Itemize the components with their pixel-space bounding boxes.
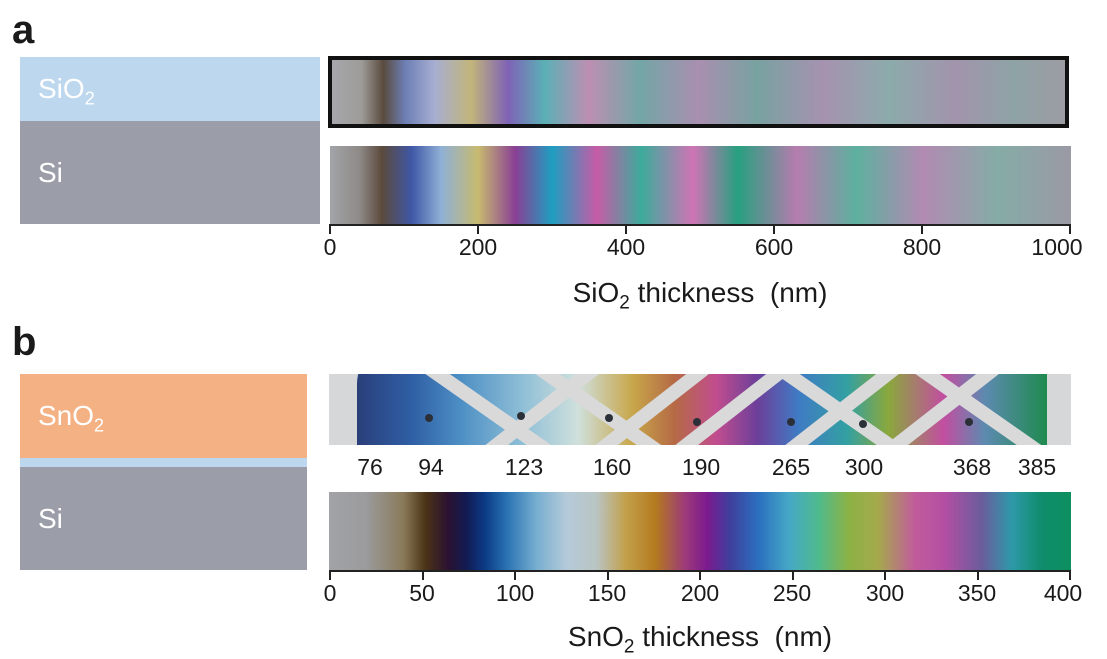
sno2-thickness-axis: 0 50 100 150 200 250 300 350 400 bbox=[324, 570, 1082, 606]
panel-b-label: b bbox=[12, 320, 37, 364]
sio2-tick bbox=[921, 224, 923, 234]
sno2-tick-label: 300 bbox=[865, 580, 905, 606]
sno2-tick-label: 150 bbox=[587, 580, 627, 606]
sio2-layer: SiO2 bbox=[20, 57, 320, 121]
sno2-tick bbox=[514, 570, 516, 580]
thickness-marker-label: 190 bbox=[681, 454, 721, 480]
sio2-tick bbox=[329, 224, 331, 234]
sio2-axis-title: SiO2 thickness (nm) bbox=[573, 277, 828, 315]
sio2-tick bbox=[625, 224, 627, 234]
si-substrate-b: Si bbox=[20, 467, 307, 570]
sio2-axis-line bbox=[329, 224, 1071, 226]
sno2-tick bbox=[976, 570, 979, 580]
sno2-tick bbox=[606, 570, 609, 580]
sio2-tick-label: 800 bbox=[902, 234, 942, 260]
sno2-tick bbox=[421, 570, 424, 580]
si-substrate-b-label: Si bbox=[38, 503, 63, 534]
sio2-axis-title-prefix: SiO bbox=[572, 277, 620, 308]
sno2-tick bbox=[1069, 570, 1071, 580]
sno2-layer-subscript: 2 bbox=[94, 415, 105, 436]
sio2-tick-label: 0 bbox=[323, 234, 337, 260]
thickness-marker-label: 94 bbox=[418, 454, 444, 480]
sno2-tick-label: 250 bbox=[772, 580, 812, 606]
thickness-marker-label: 300 bbox=[844, 454, 884, 480]
sno2-color-strip bbox=[329, 492, 1071, 570]
panel-a-label: a bbox=[12, 8, 35, 52]
sio2-color-strip bbox=[330, 146, 1071, 224]
wafer-mark bbox=[425, 414, 433, 422]
wafer-mark bbox=[787, 418, 795, 426]
sno2-axis-title-prefix: SnO bbox=[567, 621, 624, 652]
sno2-tick-label: 400 bbox=[1043, 580, 1083, 606]
si-substrate-a-label: Si bbox=[38, 157, 63, 188]
sno2-tick-label: 0 bbox=[323, 580, 337, 606]
sno2-tick bbox=[329, 570, 331, 580]
sno2-axis-title-suffix: thickness (nm) bbox=[634, 621, 833, 652]
thickness-marker-label: 385 bbox=[1017, 454, 1057, 480]
sio2-tick-label: 400 bbox=[606, 234, 646, 260]
wafer-photo bbox=[329, 374, 1071, 445]
sno2-axis-title: SnO2 thickness (nm) bbox=[568, 621, 832, 659]
sno2-tick-label: 350 bbox=[957, 580, 997, 606]
thickness-marker-label: 76 bbox=[357, 454, 383, 480]
thickness-marker-label: 265 bbox=[771, 454, 811, 480]
sio2-tick bbox=[1069, 224, 1071, 234]
thickness-marker-label: 123 bbox=[504, 454, 544, 480]
wafer-mark bbox=[965, 418, 973, 426]
sno2-tick-label: 200 bbox=[680, 580, 720, 606]
sio2-axis-title-suffix: thickness (nm) bbox=[629, 277, 828, 308]
sio2-tick-label: 200 bbox=[458, 234, 498, 260]
native-oxide-layer bbox=[20, 458, 307, 467]
sio2-tick-label: 1000 bbox=[1031, 234, 1083, 260]
sio2-layer-subscript: 2 bbox=[84, 88, 95, 109]
wafer-mark bbox=[859, 420, 867, 428]
wafer-mark bbox=[605, 414, 613, 422]
sio2-layer-label: SiO bbox=[38, 73, 85, 104]
sno2-tick-label: 100 bbox=[495, 580, 535, 606]
thickness-marker-label: 160 bbox=[592, 454, 632, 480]
sno2-tick-label: 50 bbox=[409, 580, 435, 606]
sio2-axis-title-subscript: 2 bbox=[619, 292, 630, 314]
wafer-mark bbox=[517, 412, 525, 420]
si-substrate-a: Si bbox=[20, 121, 320, 224]
thickness-marker-label: 368 bbox=[952, 454, 992, 480]
sno2-tick bbox=[699, 570, 701, 580]
sio2-tick-label: 600 bbox=[754, 234, 794, 260]
sno2-axis-title-subscript: 2 bbox=[623, 636, 635, 658]
sno2-tick bbox=[791, 570, 794, 580]
sio2-thickness-axis: 0 200 400 600 800 1000 bbox=[324, 224, 1083, 260]
sno2-tick bbox=[884, 570, 886, 580]
sio2-tick bbox=[773, 224, 775, 234]
sio2-color-strip-bordered bbox=[328, 56, 1069, 128]
sno2-layer: SnO2 bbox=[20, 374, 307, 458]
sno2-layer-label: SnO bbox=[38, 400, 95, 431]
wafer-mark bbox=[693, 418, 701, 426]
sio2-tick bbox=[477, 224, 479, 234]
